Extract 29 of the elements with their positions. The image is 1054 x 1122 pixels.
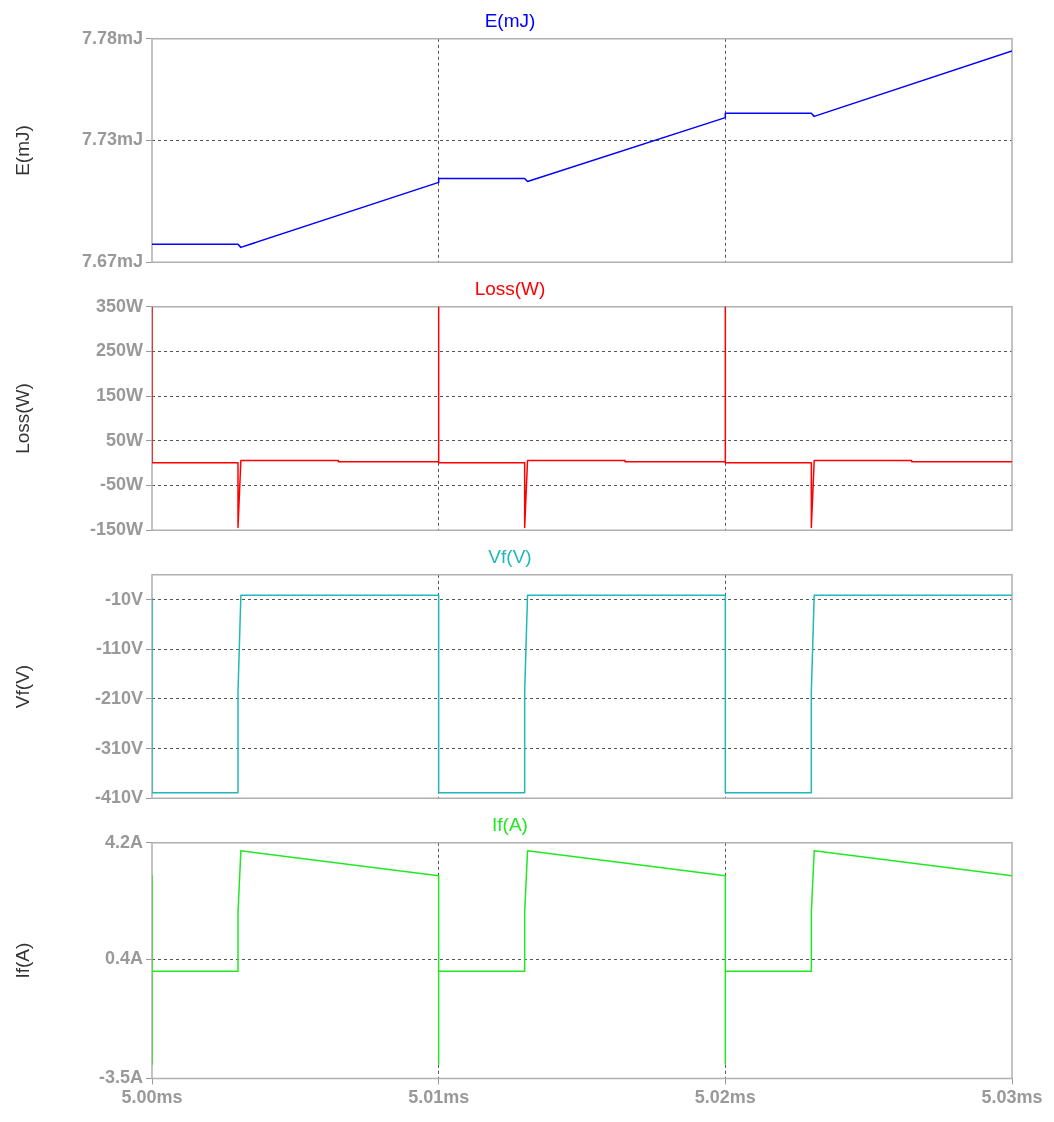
x-tick-label: 5.02ms <box>694 1087 756 1108</box>
y-tick-label: 150W <box>95 385 143 406</box>
y-tick-label: 7.67mJ <box>81 251 143 272</box>
y-axis-title: If(A) <box>11 942 33 979</box>
x-tick-label: 5.03ms <box>981 1087 1043 1108</box>
y-axis-title: Loss(W) <box>11 383 33 454</box>
chart-title: Vf(V) <box>488 545 532 567</box>
y-tick-label: 4.2A <box>104 831 143 852</box>
x-tick-label: 5.00ms <box>121 1087 183 1108</box>
y-tick-label: -310V <box>94 737 143 758</box>
y-tick-label: -210V <box>94 687 143 708</box>
chart-title: If(A) <box>492 813 528 835</box>
y-tick-label: 7.73mJ <box>81 129 143 150</box>
x-tick-label: 5.01ms <box>408 1087 470 1108</box>
y-axis-title: E(mJ) <box>11 125 33 176</box>
y-tick-label: 7.78mJ <box>81 27 143 48</box>
y-axis-title: Vf(V) <box>11 664 33 709</box>
y-tick-label: 350W <box>95 295 143 316</box>
y-tick-label: -3.5A <box>98 1067 143 1088</box>
y-tick-label: -150W <box>89 519 144 540</box>
chart-title: E(mJ) <box>484 9 536 31</box>
y-tick-label: -410V <box>94 787 143 808</box>
y-tick-label: 50W <box>105 429 144 450</box>
y-tick-label: -10V <box>104 588 143 609</box>
y-tick-label: 250W <box>95 340 143 361</box>
y-tick-label: -50W <box>99 474 143 495</box>
y-tick-label: 0.4A <box>104 948 143 969</box>
y-tick-label: -110V <box>95 638 143 659</box>
chart-title: Loss(W) <box>474 277 546 299</box>
